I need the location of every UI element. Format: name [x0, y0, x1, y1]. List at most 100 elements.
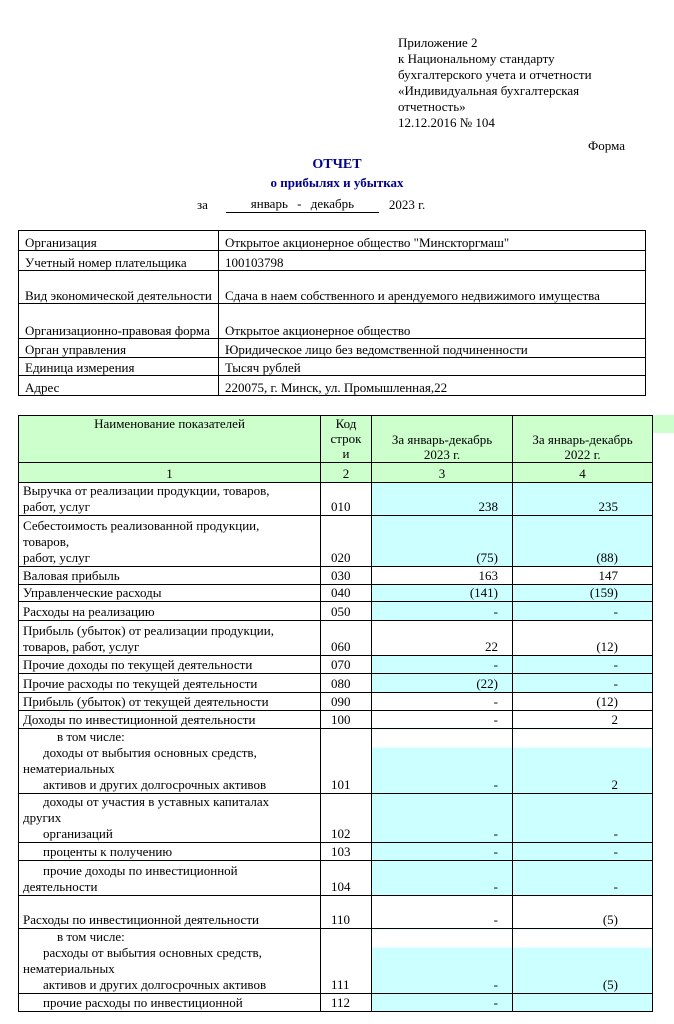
info-row: Единица измерения Тысяч рублей: [18, 357, 646, 376]
value-2023[interactable]: -: [371, 993, 513, 1012]
profit-loss-table: Наименование показателей Код строк и За ян…: [18, 415, 653, 1012]
row-code: 111: [320, 928, 372, 994]
row-code: 080: [320, 673, 372, 693]
value-2023[interactable]: (22): [371, 673, 513, 693]
value-2022[interactable]: -: [512, 601, 653, 621]
info-label: Вид экономической деятельности: [18, 270, 219, 304]
row-name: Прочие доходы по текущей деятельности: [18, 655, 321, 674]
row-name: Прочие расходы по текущей деятельности: [18, 673, 321, 693]
appendix-line: бухгалтерского учета и отчетности: [398, 67, 592, 82]
value-2022[interactable]: -: [512, 655, 653, 674]
row-name: прочие расходы по инвестиционной: [18, 993, 321, 1012]
col-num: 3: [371, 462, 513, 483]
value-2023[interactable]: -: [371, 601, 513, 621]
value-2023[interactable]: -: [371, 710, 513, 729]
row-name-line: Прочие расходы по текущей деятельности: [23, 676, 258, 691]
info-label: Учетный номер плательщика: [18, 250, 219, 271]
table-row: Прочие доходы по текущей деятельности 070…: [18, 655, 653, 674]
value-2022[interactable]: -: [512, 673, 653, 693]
col-num: 2: [320, 462, 372, 483]
row-name-line: нематериальных: [23, 761, 115, 776]
value-2023[interactable]: -: [371, 928, 513, 994]
info-value: Открытое акционерное общество "Минскторг…: [218, 230, 646, 251]
row-name-line: активов и других долгосрочных активов: [43, 977, 267, 992]
row-code: 090: [320, 692, 372, 711]
row-name-line: в том числе:: [57, 929, 125, 944]
info-row: Учетный номер плательщика 100103798: [18, 250, 646, 271]
value-2022[interactable]: (88): [512, 515, 653, 567]
report-title: ОТЧЕТ: [312, 157, 362, 172]
row-name-line: Прибыль (убыток) от текущей деятельности: [23, 694, 269, 709]
value-2022[interactable]: (5): [512, 895, 653, 929]
table-row: Расходы на реализацию 050- -: [18, 601, 653, 621]
col-num: 4: [512, 462, 653, 483]
value-2022[interactable]: (5): [512, 928, 653, 994]
table-row: Доходы по инвестиционной деятельности 100…: [18, 710, 653, 729]
info-row: Организационно-правовая форма Открытое ак…: [18, 303, 646, 339]
value-2023[interactable]: (75): [371, 515, 513, 567]
form-label: Форма: [588, 138, 625, 153]
info-label: Организация: [18, 230, 219, 251]
table-row: Прибыль (убыток) от реализации продукции…: [18, 620, 653, 656]
value-2022[interactable]: (12): [512, 620, 653, 656]
value-2023[interactable]: -: [371, 842, 513, 861]
table-header-row: Наименование показателей Код строк и За ян…: [18, 415, 653, 463]
row-name-line: Себестоимость реализованной продукции,: [23, 518, 260, 533]
value-2022[interactable]: [512, 993, 653, 1012]
row-code: 102: [320, 793, 372, 843]
value-2022[interactable]: 2: [512, 710, 653, 729]
row-name-line: Управленческие расходы: [23, 585, 162, 600]
row-name: Доходы по инвестиционной деятельности: [18, 710, 321, 729]
row-name: в том числе: расходы от выбытия основных …: [18, 928, 321, 994]
value-2022[interactable]: -: [512, 842, 653, 861]
value-2023[interactable]: -: [371, 895, 513, 929]
row-name: Прибыль (убыток) от текущей деятельности: [18, 692, 321, 711]
info-label: Единица измерения: [18, 357, 219, 376]
value-2022[interactable]: 147: [512, 566, 653, 585]
value-2022[interactable]: (159): [512, 584, 653, 602]
row-name: прочие доходы по инвестиционной деятельно…: [18, 860, 321, 896]
row-name-line: прочие доходы по инвестиционной: [43, 863, 238, 878]
table-row: прочие расходы по инвестиционной 112-: [18, 993, 653, 1012]
info-row: Организация Открытое акционерное общество…: [18, 230, 646, 251]
row-code: 030: [320, 566, 372, 585]
value-2023[interactable]: -: [371, 793, 513, 843]
row-name-line: Выручка от реализации продукции, товаров…: [23, 483, 270, 498]
row-code: 010: [320, 482, 372, 516]
value-2022[interactable]: -: [512, 860, 653, 896]
appendix-line: к Национальному стандарту: [398, 51, 555, 66]
report-subtitle: о прибылях и убытках: [270, 175, 404, 190]
row-code: 070: [320, 655, 372, 674]
info-label: Организационно-правовая форма: [18, 303, 219, 339]
row-name-line: прочие расходы по инвестиционной: [43, 995, 243, 1010]
value-2023[interactable]: -: [371, 860, 513, 896]
value-2022[interactable]: (12): [512, 692, 653, 711]
row-code: 110: [320, 895, 372, 929]
value-2023[interactable]: 163: [371, 566, 513, 585]
value-2023[interactable]: -: [371, 655, 513, 674]
info-value: Тысяч рублей: [218, 357, 646, 376]
value-2022[interactable]: 235: [512, 482, 653, 516]
col-num: 1: [18, 462, 321, 483]
value-2023[interactable]: 22: [371, 620, 513, 656]
value-2022[interactable]: 2: [512, 728, 653, 794]
value-2023[interactable]: -: [371, 728, 513, 794]
row-name: Выручка от реализации продукции, товаров…: [18, 482, 321, 516]
row-name: Себестоимость реализованной продукции, то…: [18, 515, 321, 567]
value-2023[interactable]: 238: [371, 482, 513, 516]
value-2023[interactable]: (141): [371, 584, 513, 602]
header-code: Код строк и: [320, 415, 372, 463]
row-name-line: товаров, работ, услуг: [23, 639, 140, 654]
period-prefix: за: [197, 197, 208, 212]
info-value: Юридическое лицо без ведомственной подчи…: [218, 338, 646, 358]
row-name-line: Расходы на реализацию: [23, 604, 155, 619]
value-2023[interactable]: -: [371, 692, 513, 711]
info-value: Сдача в наем собственного и арендуемого …: [218, 270, 646, 304]
table-row: Управленческие расходы 040 (141) (159): [18, 584, 653, 602]
appendix-line: отчетность»: [398, 99, 466, 114]
table-row: Выручка от реализации продукции, товаров…: [18, 482, 653, 516]
row-name-line: работ, услуг: [23, 499, 91, 514]
period-range: январь - декабрь: [225, 196, 379, 213]
table-row: прочие доходы по инвестиционной деятельно…: [18, 860, 653, 896]
value-2022[interactable]: -: [512, 793, 653, 843]
